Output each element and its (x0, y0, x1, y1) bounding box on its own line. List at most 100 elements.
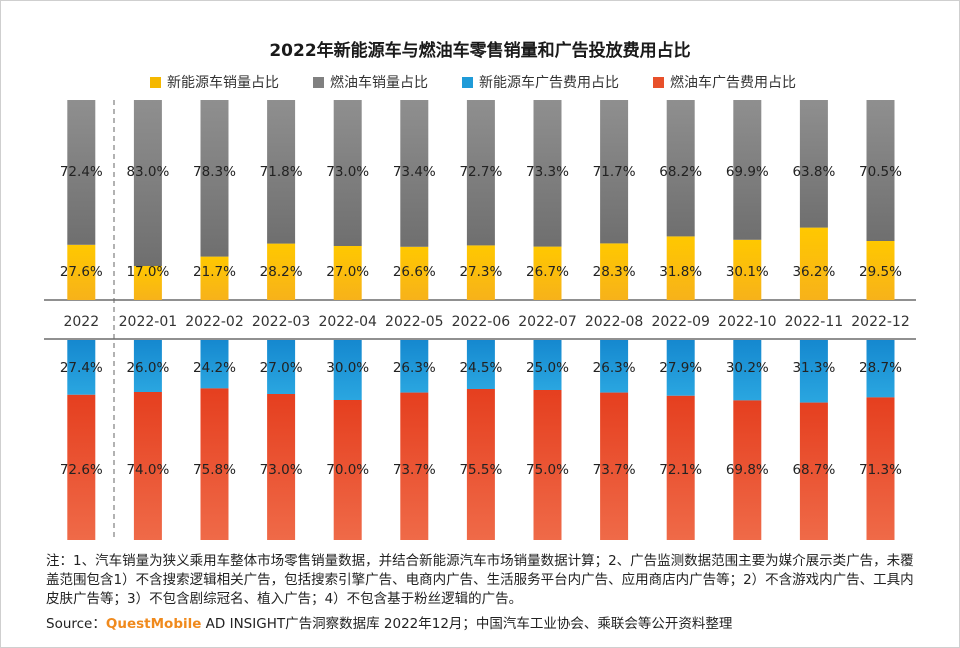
label-fuel-sales: 72.4% (60, 164, 103, 180)
label-fuel-ad: 71.3% (859, 462, 902, 478)
bar-nev-ad (267, 340, 296, 394)
bar-nev-sales (133, 266, 162, 300)
bar-fuel-ad (533, 390, 562, 540)
bar-nev-ad (133, 340, 162, 392)
label-nev-ad: 31.3% (792, 360, 835, 376)
label-fuel-sales: 63.8% (792, 164, 835, 180)
x-tick-label: 2022 (63, 314, 99, 330)
bar-nev-ad (733, 340, 762, 401)
bar-fuel-ad (466, 389, 495, 540)
x-tick-label: 2022-03 (252, 314, 311, 330)
bar-nev-sales (666, 236, 695, 300)
legend-swatch-nev-sales (150, 76, 161, 88)
legend-item-fuel-ad: 燃油车广告费用占比 (653, 72, 796, 92)
legend-item-fuel-sales: 燃油车销量占比 (313, 72, 428, 92)
bar-nev-ad (799, 340, 828, 403)
bar-fuel-ad (133, 392, 162, 540)
bar-nev-ad (533, 340, 562, 390)
label-nev-sales: 27.3% (459, 264, 502, 280)
label-nev-ad: 28.7% (859, 360, 902, 376)
bar-nev-ad (666, 340, 695, 396)
bar-fuel-ad (799, 402, 828, 540)
legend: 新能源车销量占比 燃油车销量占比 新能源车广告费用占比 燃油车广告费用占比 (150, 72, 870, 92)
bar-fuel-ad (267, 394, 296, 540)
label-nev-sales: 21.7% (193, 264, 236, 280)
bar-fuel-ad (67, 394, 96, 540)
label-nev-sales: 29.5% (859, 264, 902, 280)
label-fuel-sales: 69.9% (726, 164, 769, 180)
label-nev-sales: 31.8% (659, 264, 702, 280)
bar-nev-sales (267, 243, 296, 300)
legend-label-fuel-sales: 燃油车销量占比 (330, 75, 428, 91)
label-fuel-ad: 72.1% (659, 462, 702, 478)
label-fuel-ad: 74.0% (126, 462, 169, 478)
bar-fuel-sales (666, 100, 695, 237)
bar-nev-ad (866, 340, 895, 398)
label-nev-ad: 24.5% (459, 360, 502, 376)
label-fuel-sales: 83.0% (126, 164, 169, 180)
bar-nev-sales (466, 245, 495, 300)
bar-fuel-sales (133, 100, 162, 266)
label-nev-ad: 27.0% (260, 360, 303, 376)
bar-fuel-sales (799, 100, 828, 228)
bar-nev-ad (400, 340, 429, 393)
label-fuel-ad: 73.0% (260, 462, 303, 478)
legend-swatch-fuel-ad (653, 76, 664, 88)
x-tick-label: 2022-06 (452, 314, 511, 330)
label-fuel-ad: 73.7% (393, 462, 436, 478)
bar-nev-sales (333, 246, 362, 300)
label-fuel-ad: 68.7% (792, 462, 835, 478)
bar-nev-sales (400, 246, 429, 300)
bar-fuel-ad (400, 392, 429, 540)
label-nev-ad: 24.2% (193, 360, 236, 376)
x-tick-label: 2022-05 (385, 314, 444, 330)
x-tick-label: 2022-08 (585, 314, 644, 330)
label-fuel-sales: 72.7% (459, 164, 502, 180)
label-fuel-sales: 71.7% (593, 164, 636, 180)
label-nev-ad: 26.0% (126, 360, 169, 376)
label-nev-sales: 28.3% (593, 264, 636, 280)
bar-nev-ad (333, 340, 362, 400)
label-fuel-ad: 75.0% (526, 462, 569, 478)
bar-fuel-sales (67, 100, 96, 245)
legend-item-nev-sales: 新能源车销量占比 (150, 72, 279, 92)
source-line: Source：QuestMobile AD INSIGHT广告洞察数据库 202… (46, 612, 926, 632)
source-rest: AD INSIGHT广告洞察数据库 2022年12月；中国汽车工业协会、乘联会等… (201, 616, 733, 632)
bar-fuel-ad (600, 392, 629, 540)
label-fuel-ad: 69.8% (726, 462, 769, 478)
bar-nev-sales (67, 244, 96, 300)
bar-fuel-sales (200, 100, 229, 257)
bar-fuel-sales (267, 100, 296, 244)
label-nev-sales: 28.2% (260, 264, 303, 280)
x-tick-label: 2022-01 (119, 314, 178, 330)
bar-fuel-ad (733, 400, 762, 540)
label-nev-ad: 30.2% (726, 360, 769, 376)
bar-nev-sales (799, 227, 828, 300)
source-prefix: Source： (46, 616, 106, 632)
label-nev-sales: 27.0% (326, 264, 369, 280)
bar-nev-sales (533, 246, 562, 300)
x-tick-label: 2022-11 (785, 314, 844, 330)
bar-fuel-sales (466, 100, 495, 246)
bar-fuel-sales (333, 100, 362, 246)
label-nev-ad: 26.3% (593, 360, 636, 376)
bar-fuel-sales (866, 100, 895, 241)
label-fuel-ad: 75.5% (459, 462, 502, 478)
bar-fuel-ad (666, 395, 695, 540)
bar-fuel-ad (866, 397, 895, 540)
x-tick-label: 2022-09 (651, 314, 710, 330)
x-tick-label: 2022-07 (518, 314, 577, 330)
bar-nev-sales (600, 243, 629, 300)
x-tick-label: 2022-02 (185, 314, 244, 330)
label-fuel-ad: 75.8% (193, 462, 236, 478)
label-nev-ad: 27.4% (60, 360, 103, 376)
bar-nev-sales (200, 256, 229, 300)
bar-fuel-sales (533, 100, 562, 247)
label-nev-sales: 26.7% (526, 264, 569, 280)
chart-title: 2022年新能源车与燃油车零售销量和广告投放费用占比 (269, 41, 691, 61)
label-fuel-ad: 73.7% (593, 462, 636, 478)
x-tick-label: 2022-12 (851, 314, 910, 330)
bar-fuel-sales (733, 100, 762, 240)
footnote: 注：1、汽车销量为狭义乘用车整体市场零售销量数据，并结合新能源汽车市场销量数据计… (46, 553, 914, 607)
